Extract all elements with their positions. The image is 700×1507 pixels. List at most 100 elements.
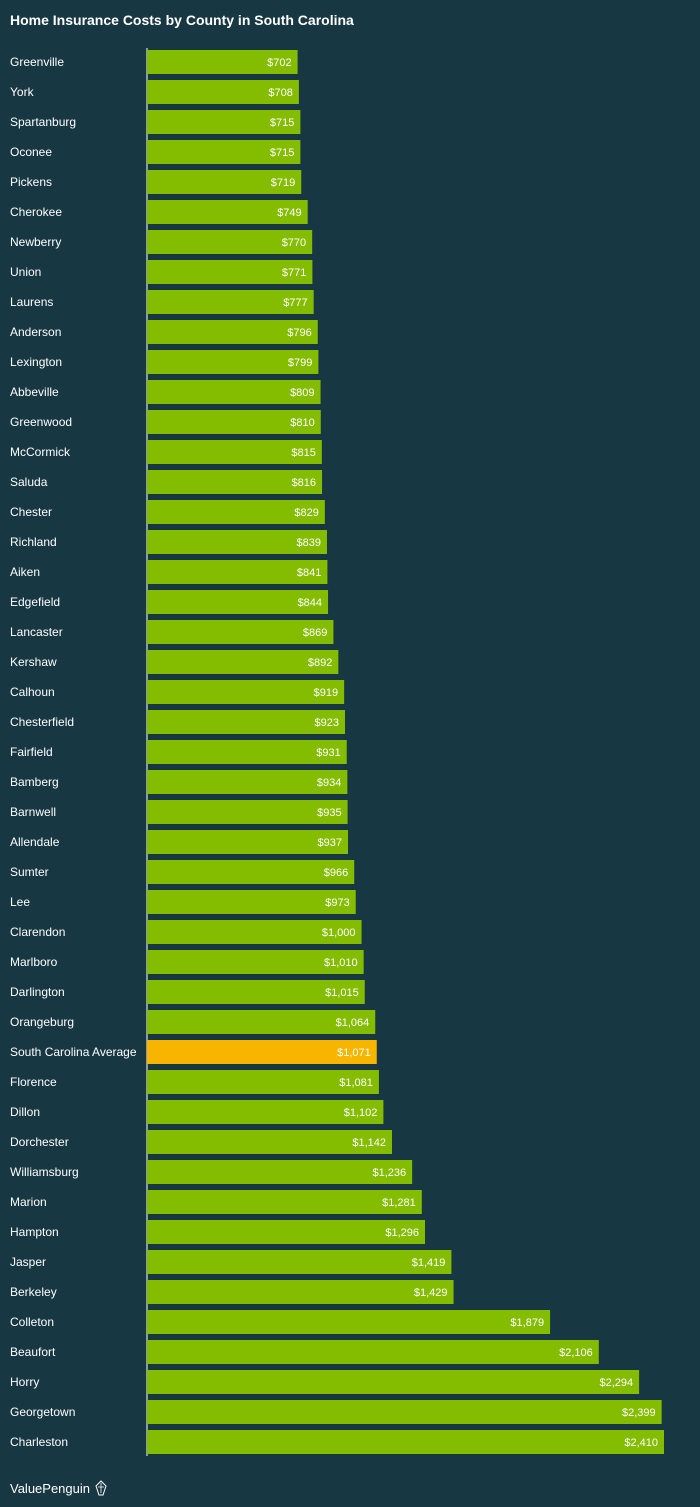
category-label-dorchester: Dorchester [10, 1135, 69, 1149]
value-label-williamsburg: $1,236 [372, 1167, 406, 1179]
value-label-colleton: $1,879 [510, 1317, 544, 1329]
bar-bamberg [147, 770, 348, 794]
category-label-kershaw: Kershaw [10, 655, 57, 669]
category-label-laurens: Laurens [10, 295, 53, 309]
bar-chester [147, 500, 325, 524]
category-label-abbeville: Abbeville [10, 385, 59, 399]
bar-horry [147, 1370, 640, 1394]
category-label-lexington: Lexington [10, 355, 62, 369]
value-label-richland: $839 [297, 537, 321, 549]
value-label-marion: $1,281 [382, 1197, 416, 1209]
value-label-abbeville: $809 [290, 387, 314, 399]
value-label-greenwood: $810 [290, 417, 314, 429]
category-label-berkeley: Berkeley [10, 1285, 57, 1299]
value-label-berkeley: $1,429 [414, 1287, 448, 1299]
bar-newberry [147, 230, 313, 254]
category-label-georgetown: Georgetown [10, 1405, 75, 1419]
bar-marlboro [147, 950, 364, 974]
bar-greenwood [147, 410, 321, 434]
value-label-barnwell: $935 [317, 807, 341, 819]
value-label-anderson: $796 [287, 327, 311, 339]
category-label-union: Union [10, 265, 41, 279]
value-label-orangeburg: $1,064 [336, 1017, 370, 1029]
category-label-chester: Chester [10, 505, 52, 519]
bar-dorchester [147, 1130, 392, 1154]
category-label-saluda: Saluda [10, 475, 48, 489]
category-label-williamsburg: Williamsburg [10, 1165, 79, 1179]
bar-georgetown [147, 1400, 662, 1424]
category-label-oconee: Oconee [10, 145, 52, 159]
category-label-horry: Horry [10, 1375, 39, 1389]
category-label-florence: Florence [10, 1075, 57, 1089]
value-label-fairfield: $931 [316, 747, 340, 759]
bars-group [147, 50, 664, 1454]
bar-york [147, 80, 299, 104]
bar-calhoun [147, 680, 345, 704]
category-label-cherokee: Cherokee [10, 205, 62, 219]
value-label-greenville: $702 [267, 57, 291, 69]
bar-greenville [147, 50, 298, 74]
value-label-jasper: $1,419 [412, 1257, 446, 1269]
bar-darlington [147, 980, 365, 1004]
bar-jasper [147, 1250, 452, 1274]
category-label-anderson: Anderson [10, 325, 61, 339]
value-label-lexington: $799 [288, 357, 312, 369]
value-label-kershaw: $892 [308, 657, 332, 669]
category-label-hampton: Hampton [10, 1225, 59, 1239]
bar-barnwell [147, 800, 348, 824]
value-labels-group: $702 $708 $715 $715 $719 $749 $770 $771 $777 $796… [267, 57, 658, 1449]
value-label-york: $708 [268, 87, 292, 99]
value-label-cherokee: $749 [277, 207, 301, 219]
bar-beaufort [147, 1340, 599, 1364]
value-label-edgefield: $844 [298, 597, 322, 609]
bar-aiken [147, 560, 328, 584]
bar-berkeley [147, 1280, 454, 1304]
category-labels-group: Greenville York Spartanburg Oconee Pickens Ch… [10, 55, 137, 1449]
category-label-marlboro: Marlboro [10, 955, 58, 969]
category-label-greenville: Greenville [10, 55, 64, 69]
category-label-spartanburg: Spartanburg [10, 115, 76, 129]
category-label-jasper: Jasper [10, 1255, 46, 1269]
bar-lancaster [147, 620, 334, 644]
category-label-south-carolina-average: South Carolina Average [10, 1045, 137, 1059]
value-label-lee: $973 [325, 897, 349, 909]
bar-orangeburg [147, 1010, 376, 1034]
category-label-dillon: Dillon [10, 1105, 40, 1119]
category-label-orangeburg: Orangeburg [10, 1015, 74, 1029]
category-label-barnwell: Barnwell [10, 805, 56, 819]
value-label-charleston: $2,410 [624, 1437, 658, 1449]
bar-richland [147, 530, 327, 554]
value-label-newberry: $770 [282, 237, 306, 249]
category-label-newberry: Newberry [10, 235, 61, 249]
category-label-pickens: Pickens [10, 175, 52, 189]
bar-fairfield [147, 740, 347, 764]
value-label-beaufort: $2,106 [559, 1347, 593, 1359]
chart-title: Home Insurance Costs by County in South … [10, 12, 354, 28]
bar-marion [147, 1190, 422, 1214]
bar-chesterfield [147, 710, 346, 734]
value-label-pickens: $719 [271, 177, 295, 189]
bar-pickens [147, 170, 302, 194]
value-label-georgetown: $2,399 [622, 1407, 656, 1419]
bar-florence [147, 1070, 379, 1094]
category-label-chesterfield: Chesterfield [10, 715, 74, 729]
category-label-york: York [10, 85, 35, 99]
value-label-dorchester: $1,142 [352, 1137, 386, 1149]
bar-clarendon [147, 920, 362, 944]
category-label-calhoun: Calhoun [10, 685, 55, 699]
value-label-florence: $1,081 [339, 1077, 373, 1089]
bar-hampton [147, 1220, 426, 1244]
bar-spartanburg [147, 110, 301, 134]
bar-dillon [147, 1100, 384, 1124]
value-label-aiken: $841 [297, 567, 321, 579]
bar-anderson [147, 320, 318, 344]
value-label-union: $771 [282, 267, 306, 279]
value-label-dillon: $1,102 [344, 1107, 378, 1119]
value-label-sumter: $966 [324, 867, 348, 879]
value-label-spartanburg: $715 [270, 117, 294, 129]
bar-lexington [147, 350, 319, 374]
bar-kershaw [147, 650, 339, 674]
value-label-saluda: $816 [292, 477, 316, 489]
category-label-darlington: Darlington [10, 985, 65, 999]
